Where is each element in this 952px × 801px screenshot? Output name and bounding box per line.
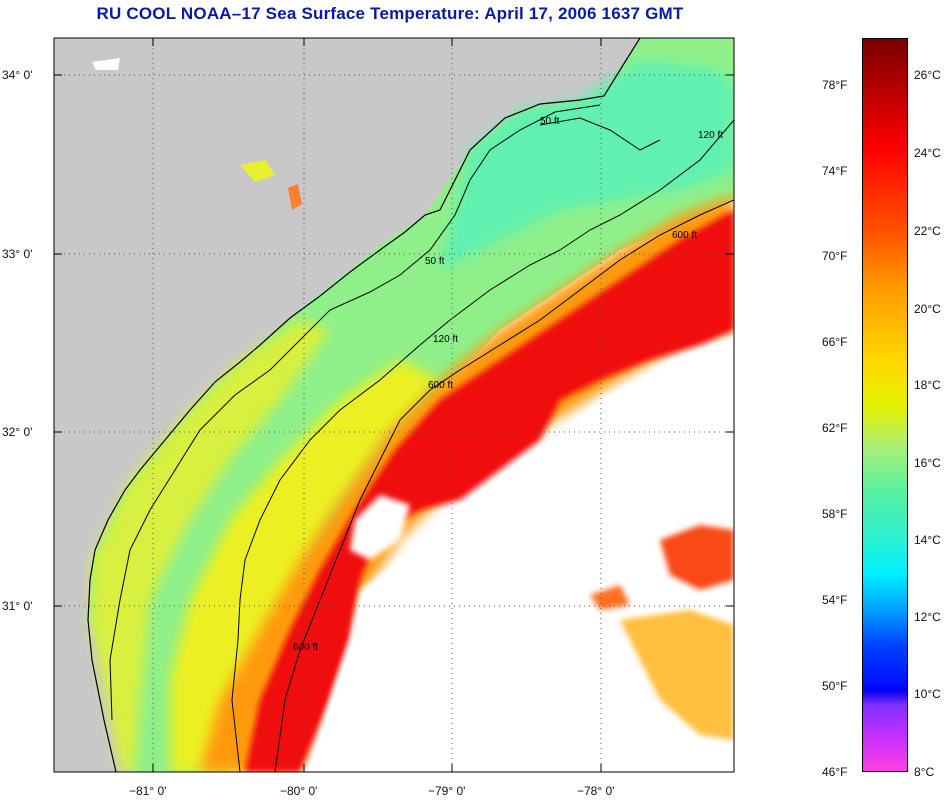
colorbar-f-74: 74°F: [822, 164, 848, 178]
contour-label-120-mid: 120 ft: [433, 334, 458, 345]
lon-label-78: −78° 0': [577, 784, 615, 798]
sst-cyan-band: [440, 60, 734, 270]
colorbar-c-10: 10°C: [914, 687, 941, 701]
colorbar-f-54: 54°F: [822, 593, 848, 607]
colorbar-c-26: 26°C: [914, 68, 941, 82]
colorbar-f-78: 78°F: [822, 78, 848, 92]
colorbar-c-14: 14°C: [914, 533, 941, 547]
temperature-colorbar: [862, 38, 908, 772]
colorbar-f-70: 70°F: [822, 249, 848, 263]
colorbar-f-50: 50°F: [822, 679, 848, 693]
map-frame: [53, 37, 735, 773]
cloud-pocket-offshore: [310, 340, 734, 772]
colorbar-f-66: 66°F: [822, 335, 848, 349]
inland-lake-small: [288, 184, 302, 210]
lon-label-80: −80° 0': [280, 784, 318, 798]
inland-lake: [240, 160, 275, 182]
warm-patch-south: [590, 585, 630, 610]
contour-120ft: [231, 119, 734, 772]
colorbar-c-22: 22°C: [914, 224, 941, 238]
contour-label-600-mid: 600 ft: [428, 380, 453, 391]
lat-label-32: 32° 0': [2, 425, 33, 439]
contour-label-120-north: 120 ft: [698, 130, 723, 141]
colorbar-c-8: 8°C: [914, 765, 935, 779]
contour-600ft: [274, 199, 734, 772]
lon-label-79: −79° 0': [428, 784, 466, 798]
warm-patch-east: [660, 525, 734, 590]
colorbar-c-16: 16°C: [914, 456, 941, 470]
contour-label-50-north: 50 ft: [540, 116, 560, 127]
map-title: RU COOL NOAA–17 Sea Surface Temperature:…: [96, 4, 684, 23]
cloud-pocket-center: [350, 495, 410, 560]
colorbar-c-24: 24°C: [914, 146, 941, 160]
lat-label-31: 31° 0': [2, 599, 33, 613]
contour-label-50-mid: 50 ft: [425, 256, 445, 267]
sst-coastal-yellow: [90, 320, 330, 772]
colorbar-c-18: 18°C: [914, 378, 941, 392]
colorbar-c-12: 12°C: [914, 610, 941, 624]
colorbar-f-46: 46°F: [822, 765, 848, 779]
lat-label-33: 33° 0': [2, 247, 33, 261]
contour-50ft: [109, 104, 661, 721]
lat-label-34: 34° 0': [2, 68, 33, 82]
lon-label-81: −81° 0': [129, 784, 167, 798]
colorbar-f-62: 62°F: [822, 421, 848, 435]
warm-patch-southeast: [620, 610, 734, 740]
contour-label-600-south: 600 ft: [293, 642, 318, 653]
colorbar-f-58: 58°F: [822, 507, 848, 521]
graticule: [54, 38, 734, 772]
axis-ticks: [54, 38, 734, 772]
sst-gulf-stream-red: [245, 210, 734, 772]
coastline: [87, 38, 641, 772]
colorbar-c-20: 20°C: [914, 302, 941, 316]
inland-lake-north: [92, 58, 120, 70]
contour-label-600-north: 600 ft: [672, 230, 697, 241]
